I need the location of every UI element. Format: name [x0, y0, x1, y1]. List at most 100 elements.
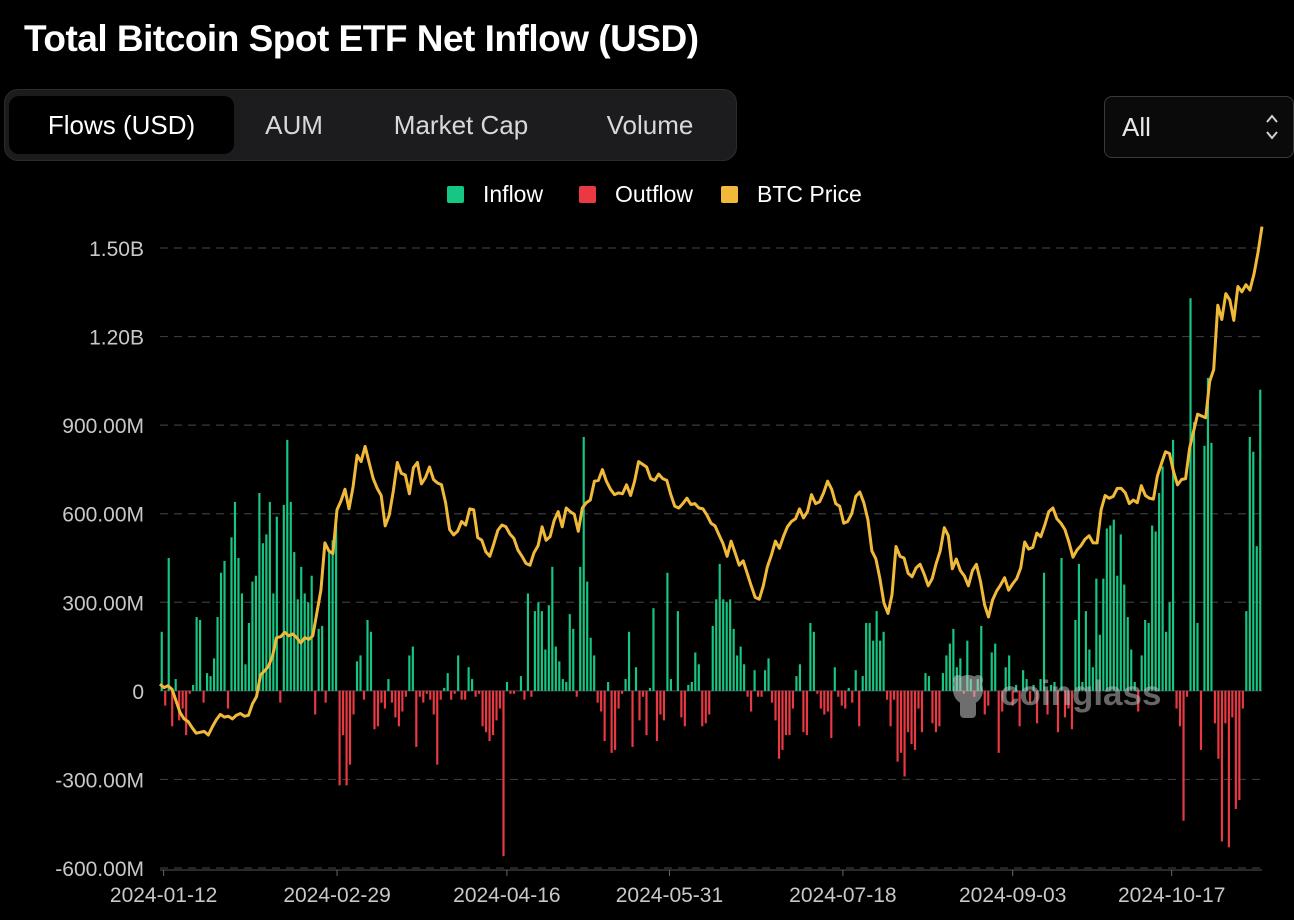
inflow-bar — [1259, 389, 1262, 691]
outflow-bar — [680, 690, 683, 718]
inflow-bar — [167, 558, 170, 691]
outflow-bar — [429, 690, 432, 700]
inflow-bar — [875, 611, 878, 691]
outflow-bar — [760, 690, 763, 697]
metric-tab-bar: Flows (USD) AUM Market Cap Volume — [4, 89, 737, 161]
outflow-bar — [530, 690, 533, 697]
inflow-bar — [212, 658, 216, 691]
inflow-bar — [1144, 620, 1147, 691]
tab-aum[interactable]: AUM — [265, 110, 323, 140]
outflow-bar — [394, 690, 397, 718]
inflow-bar — [1004, 667, 1007, 691]
outflow-bar — [338, 690, 341, 786]
outflow-bar — [600, 690, 603, 712]
x-tick-label: 2024-02-29 — [283, 884, 390, 907]
inflow-bar — [1245, 611, 1248, 691]
inflow-bar — [265, 534, 268, 691]
inflow-bar — [233, 501, 237, 691]
outflow-bar — [844, 690, 847, 709]
inflow-bar — [1248, 436, 1251, 691]
x-tick-label: 2024-05-31 — [616, 884, 723, 907]
inflow-bar — [533, 611, 536, 691]
outflow-bar — [837, 690, 840, 697]
inflow-bar — [1081, 682, 1084, 691]
inflow-bar — [732, 628, 735, 691]
inflow-bar — [739, 646, 742, 691]
inflow-bar — [941, 673, 944, 691]
outflow-bar — [645, 690, 648, 736]
inflow-bar — [582, 436, 585, 691]
inflow-swatch — [447, 186, 464, 203]
inflow-bar — [1252, 451, 1255, 691]
inflow-bar — [589, 637, 592, 691]
outflow-bar — [886, 690, 889, 700]
outflow-bar — [185, 690, 188, 736]
outflow-bar — [756, 690, 760, 697]
inflow-bar — [833, 667, 836, 691]
outflow-bar — [464, 690, 467, 700]
inflow-bar — [205, 673, 209, 691]
tab-volume[interactable]: Volume — [606, 110, 694, 140]
outflow-bar — [934, 690, 938, 733]
inflow-bar — [798, 664, 802, 691]
inflow-bar — [223, 560, 226, 691]
inflow-bar — [1060, 558, 1063, 691]
inflow-bar — [927, 676, 931, 691]
inflow-bar — [519, 676, 523, 691]
outflow-bar — [913, 690, 917, 750]
outflow-bar — [314, 690, 317, 715]
outflow-bar — [1067, 690, 1070, 709]
outflow-bar — [1063, 690, 1067, 718]
outflow-bar — [418, 690, 421, 697]
x-tick-label: 2024-10-17 — [1118, 884, 1225, 907]
inflow-bar — [1165, 631, 1168, 691]
inflow-bar — [872, 640, 875, 691]
outflow-bar — [491, 690, 495, 736]
outflow-bar — [1227, 690, 1230, 848]
y-tick-label: -300.00M — [55, 769, 144, 792]
inflow-bar — [411, 646, 414, 691]
tab-flows[interactable]: Flows (USD) — [9, 96, 234, 154]
inflow-bar — [457, 655, 460, 691]
outflow-bar — [1001, 690, 1004, 712]
inflow-bar — [1123, 584, 1126, 691]
outflow-bar — [750, 690, 753, 712]
outflow-bar — [781, 690, 784, 750]
btc-price-line — [159, 226, 1264, 737]
inflow-bar — [303, 593, 306, 691]
inflow-bar — [729, 599, 732, 691]
outflow-bar — [889, 690, 892, 727]
outflow-bar — [1056, 690, 1060, 733]
outflow-bar — [906, 690, 910, 733]
inflow-bar — [199, 620, 202, 691]
tab-market-cap[interactable]: Market Cap — [393, 110, 529, 140]
time-range-select[interactable]: All — [1104, 96, 1294, 158]
inflow-bar — [948, 643, 951, 691]
inflow-bar — [558, 661, 561, 691]
y-tick-label: 0 — [132, 681, 144, 704]
inflow-bar — [736, 655, 739, 691]
outflow-bar — [279, 690, 282, 703]
outflow-bar — [383, 690, 387, 709]
inflow-bar — [307, 602, 310, 691]
outflow-bar — [373, 690, 376, 730]
outflow-bar — [910, 690, 913, 744]
inflow-bar — [1119, 534, 1122, 691]
inflow-bar — [1032, 684, 1035, 691]
chart-legend: Inflow Outflow BTC Price — [0, 178, 1294, 210]
outflow-bar — [620, 690, 624, 694]
outflow-bar — [1182, 690, 1185, 821]
inflow-bar — [1130, 649, 1133, 691]
outflow-bar — [415, 690, 418, 747]
inflow-bar — [1196, 622, 1199, 691]
outflow-bar — [603, 690, 606, 742]
outflow-bar — [345, 690, 348, 786]
outflow-bar — [805, 690, 808, 736]
outflow-bar — [819, 690, 822, 709]
outflow-bar — [1217, 690, 1220, 759]
outflow-bar — [903, 690, 906, 777]
inflow-bar — [865, 622, 868, 691]
inflow-bar — [286, 439, 289, 691]
inflow-bar — [715, 599, 718, 691]
outflow-swatch — [579, 186, 596, 203]
